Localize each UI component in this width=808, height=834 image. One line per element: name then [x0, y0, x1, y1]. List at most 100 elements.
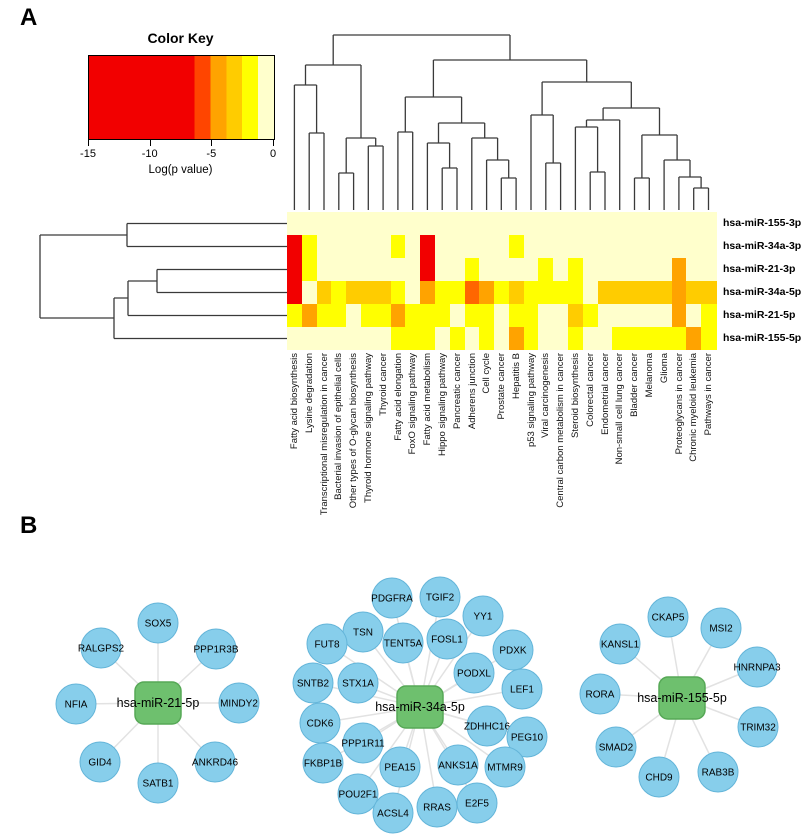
- heatmap-cell: [508, 212, 525, 235]
- network-hsa-miR-21-5p: SOX5 PPP1R3B MINDY2 ANKRD46 SATB1 GID4 NFIA RAL…: [55, 602, 260, 804]
- heatmap-cell: [287, 327, 303, 350]
- heatmap-cell: [523, 327, 539, 350]
- heatmap-cell: [612, 327, 628, 350]
- gene-node-label: YY1: [474, 612, 493, 623]
- heatmap-cell: [642, 235, 658, 258]
- network-edge: [75, 702, 159, 705]
- heatmap-cell: [301, 235, 318, 258]
- network-edge: [322, 706, 421, 764]
- gene-node-E2F5: [456, 782, 498, 824]
- heatmap-column-label: Fatty acid metabolism: [420, 353, 435, 521]
- heatmap-column-label-text: Endometrial cancer: [599, 353, 611, 435]
- gene-node-label: RRAS: [423, 803, 451, 814]
- heatmap-cell: [375, 235, 392, 258]
- heatmap-column-label: Cell cycle: [479, 353, 494, 521]
- network-edge: [326, 643, 421, 708]
- gene-node-label: TENT5A: [384, 639, 423, 650]
- gene-node-PEA15: [379, 746, 421, 788]
- gene-node-RRAS: [416, 786, 458, 828]
- network-edge: [619, 643, 683, 699]
- heatmap-cell: [494, 235, 510, 258]
- gene-node-LEF1: [501, 668, 543, 710]
- heatmap-cell: [420, 258, 436, 281]
- heatmap-cell: [464, 235, 480, 258]
- heatmap-column-label-text: Adherens junction: [466, 353, 478, 430]
- heatmap-column-label-text: Lysine degradation: [303, 353, 315, 433]
- heatmap-cell: [287, 258, 303, 281]
- heatmap-cell: [316, 258, 332, 281]
- heatmap-cell: [671, 258, 687, 281]
- heatmap-cell: [568, 235, 584, 258]
- gene-node-label: CKAP5: [652, 613, 685, 624]
- gene-node-label: PDGFRA: [371, 594, 413, 605]
- gene-node-PDGFRA: [371, 577, 413, 619]
- heatmap-cell: [420, 327, 436, 350]
- heatmap-cell: [627, 281, 643, 304]
- heatmap-cell: [612, 258, 628, 281]
- heatmap-cell: [405, 235, 421, 258]
- heatmap-cell: [434, 304, 451, 327]
- heatmap-cell: [508, 235, 525, 258]
- heatmap-cell: [686, 304, 702, 327]
- gene-node-label: PEA15: [384, 763, 416, 774]
- mirna-hub-label: hsa-miR-155-5p: [637, 691, 727, 705]
- heatmap-column-label-text: Thyroid cancer: [377, 353, 389, 416]
- heatmap-cell: [449, 258, 466, 281]
- heatmap-cell: [287, 281, 303, 304]
- heatmap-cell: [434, 327, 451, 350]
- heatmap-cell: [331, 281, 347, 304]
- heatmap-cell: [553, 212, 569, 235]
- gene-node-PDXK: [492, 629, 534, 671]
- heatmap-column-label-text: Glioma: [658, 353, 670, 384]
- heatmap-cell: [568, 327, 584, 350]
- heatmap-cell: [390, 212, 406, 235]
- heatmap-cell: [405, 281, 421, 304]
- network-edge: [419, 706, 528, 738]
- gene-node-label: GID4: [88, 758, 112, 769]
- color-key-tick-mark: [273, 140, 274, 146]
- heatmap-column-label: Colorectal cancer: [583, 353, 598, 521]
- gene-node-TGIF2: [419, 576, 461, 618]
- network-edge: [419, 706, 478, 804]
- heatmap-column-label-text: Thyroid hormone signaling pathway: [362, 353, 374, 503]
- gene-node-PEG10: [506, 716, 548, 758]
- heatmap-cell: [656, 304, 673, 327]
- heatmap-column-label-text: Colorectal cancer: [584, 353, 596, 427]
- heatmap-column-label: p53 signaling pathway: [524, 353, 539, 521]
- gene-node-label: PEG10: [511, 733, 544, 744]
- heatmap-cell: [405, 304, 421, 327]
- heatmap-cell: [627, 304, 643, 327]
- heatmap-cell: [494, 304, 510, 327]
- gene-node-NFIA: [55, 683, 97, 725]
- gene-node-label: SOX5: [145, 619, 172, 630]
- heatmap-cell: [523, 281, 539, 304]
- gene-node-label: RAB3B: [702, 768, 735, 779]
- heatmap-cell: [346, 235, 362, 258]
- heatmap-cell: [331, 327, 347, 350]
- heatmap-cell: [494, 258, 510, 281]
- network-edge: [319, 706, 421, 724]
- heatmap-column-label-text: Transcriptional misregulation in cancer: [318, 353, 330, 516]
- heatmap-cell: [479, 281, 495, 304]
- gene-node-label: HNRNPA3: [733, 663, 780, 674]
- color-key-tick-mark: [211, 140, 213, 146]
- gene-node-label: PPP1R3B: [193, 645, 238, 656]
- heatmap-cell: [390, 304, 406, 327]
- gene-node-label: FOSL1: [431, 635, 463, 646]
- heatmap-column-label-text: Fatty acid metabolism: [422, 353, 434, 446]
- heatmap-column-label-text: Pancreatic cancer: [451, 353, 463, 430]
- color-key-tick-label: -15: [80, 148, 96, 160]
- color-key-tick-label: -5: [206, 148, 217, 160]
- heatmap-column-label: Thyroid hormone signaling pathway: [361, 353, 376, 521]
- heatmap-cell: [656, 258, 673, 281]
- heatmap-cell: [420, 235, 436, 258]
- gene-node-PODXL: [453, 652, 495, 694]
- network-edge: [681, 697, 719, 773]
- network-edge: [419, 596, 441, 708]
- network-edge: [681, 666, 758, 699]
- heatmap-cell: [627, 258, 643, 281]
- heatmap-column-label-text: Proteoglycans in cancer: [673, 353, 685, 455]
- heatmap-cell: [538, 327, 554, 350]
- gene-node-ANKS1A: [437, 744, 479, 786]
- heatmap-cell: [597, 304, 613, 327]
